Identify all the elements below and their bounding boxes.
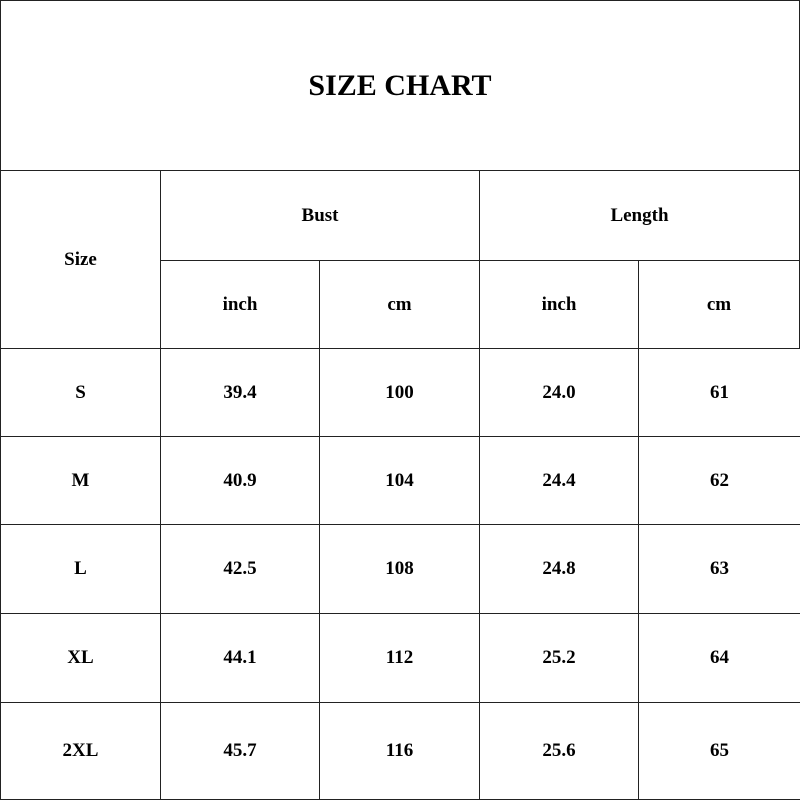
cell-size: XL [0, 613, 161, 703]
cell-length-cm: 63 [638, 524, 800, 614]
cell-bust-cm: 108 [319, 524, 480, 614]
cell-length-cm: 62 [638, 436, 800, 525]
cell-size: 2XL [0, 702, 161, 800]
cell-length-cm: 61 [638, 348, 800, 437]
cell-length-inch: 24.0 [479, 348, 639, 437]
cell-bust-cm: 112 [319, 613, 480, 703]
cell-bust-inch: 39.4 [160, 348, 320, 437]
header-length: Length [479, 170, 800, 261]
cell-bust-inch: 44.1 [160, 613, 320, 703]
cell-length-cm: 64 [638, 613, 800, 703]
cell-bust-inch: 42.5 [160, 524, 320, 614]
cell-length-inch: 25.2 [479, 613, 639, 703]
header-length-inch: inch [479, 260, 639, 349]
header-size: Size [0, 170, 161, 349]
header-bust-inch: inch [160, 260, 320, 349]
header-length-cm: cm [638, 260, 800, 349]
cell-length-cm: 65 [638, 702, 800, 800]
chart-title: SIZE CHART [0, 0, 800, 171]
cell-length-inch: 25.6 [479, 702, 639, 800]
cell-bust-cm: 100 [319, 348, 480, 437]
header-bust-cm: cm [319, 260, 480, 349]
cell-size: S [0, 348, 161, 437]
cell-size: L [0, 524, 161, 614]
cell-bust-cm: 104 [319, 436, 480, 525]
cell-bust-inch: 45.7 [160, 702, 320, 800]
cell-bust-cm: 116 [319, 702, 480, 800]
cell-bust-inch: 40.9 [160, 436, 320, 525]
cell-length-inch: 24.4 [479, 436, 639, 525]
header-bust: Bust [160, 170, 480, 261]
cell-length-inch: 24.8 [479, 524, 639, 614]
cell-size: M [0, 436, 161, 525]
